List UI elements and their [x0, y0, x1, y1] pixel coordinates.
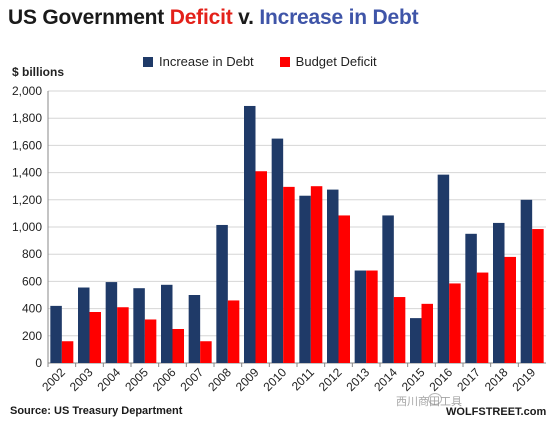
x-tick-label: 2016 — [427, 365, 456, 394]
y-tick-label: 1,000 — [12, 220, 42, 234]
bar-budget-deficit — [449, 283, 461, 363]
title-increase-in-debt: Increase in Debt — [259, 6, 419, 29]
y-tick-label: 800 — [22, 247, 42, 261]
bar-increase-in-debt — [216, 224, 228, 363]
bar-budget-deficit — [89, 312, 101, 363]
bar-budget-deficit — [61, 341, 74, 363]
y-tick-label: 400 — [22, 302, 42, 316]
bar-budget-deficit — [504, 256, 516, 363]
bar-increase-in-debt — [410, 318, 422, 363]
legend: Increase in Debt Budget Deficit — [143, 54, 403, 69]
x-tick-label: 2011 — [289, 365, 317, 393]
legend-swatch-deficit — [279, 56, 290, 67]
bar-increase-in-debt — [382, 215, 394, 363]
title-part-3: v. — [232, 6, 260, 29]
bar-increase-in-debt — [465, 233, 477, 363]
bar-increase-in-debt — [78, 287, 90, 363]
x-tick-label: 2004 — [95, 365, 124, 394]
x-tick-label: 2003 — [67, 365, 96, 394]
legend-label-deficit: Budget Deficit — [295, 54, 377, 69]
wolfstreet-watermark: WOLFSTREET.com — [446, 406, 547, 418]
y-tick-label: 1,400 — [12, 166, 42, 180]
bar-increase-in-debt — [327, 189, 339, 363]
bar-increase-in-debt — [299, 195, 311, 363]
bar-budget-deficit — [310, 186, 323, 363]
bar-increase-in-debt — [244, 105, 256, 364]
source-note: Source: US Treasury Department — [10, 405, 183, 417]
title-deficit: Deficit — [169, 6, 233, 29]
x-tick-label: 2007 — [178, 365, 207, 394]
legend-swatch-debt — [143, 56, 153, 67]
bar-budget-deficit — [393, 297, 406, 363]
y-tick-label: 1,800 — [12, 111, 42, 125]
bar-increase-in-debt — [133, 288, 145, 363]
x-tick-label: 2018 — [482, 365, 511, 394]
bar-budget-deficit — [144, 319, 157, 363]
x-tick-label: 2008 — [205, 365, 234, 394]
x-tick-label: 2009 — [233, 365, 262, 394]
y-tick-label: 600 — [22, 274, 42, 288]
bar-budget-deficit — [117, 307, 129, 363]
bar-budget-deficit — [255, 171, 267, 363]
bar-budget-deficit — [366, 270, 378, 363]
bar-increase-in-debt — [437, 174, 450, 363]
bar-increase-in-debt — [50, 305, 62, 363]
bar-budget-deficit — [227, 300, 240, 363]
y-axis-label: $ billions — [12, 65, 65, 79]
chart-title: US Government Deficit v. Increase in Deb… — [8, 6, 419, 30]
x-tick-label: 2019 — [510, 365, 539, 394]
x-tick-label: 2002 — [39, 365, 68, 394]
y-tick-label: 1,600 — [12, 138, 42, 152]
x-tick-label: 2017 — [454, 365, 483, 394]
bar-budget-deficit — [532, 229, 544, 363]
bar-budget-deficit — [476, 272, 489, 363]
bar-budget-deficit — [421, 303, 433, 363]
legend-label-debt: Increase in Debt — [159, 54, 254, 69]
legend-item-debt: Increase in Debt — [143, 54, 254, 69]
x-tick-label: 2006 — [150, 365, 179, 394]
bar-increase-in-debt — [271, 138, 284, 363]
x-tick-label: 2015 — [399, 365, 428, 394]
bar-budget-deficit — [283, 186, 295, 363]
x-tick-label: 2005 — [122, 365, 151, 394]
title-part-1: US Government — [8, 6, 170, 29]
legend-item-deficit: Budget Deficit — [279, 54, 377, 69]
bar-budget-deficit — [338, 215, 350, 363]
y-tick-label: 1,200 — [12, 193, 42, 207]
y-tick-label: 2,000 — [12, 84, 42, 98]
x-tick-label: 2012 — [316, 365, 345, 394]
bar-increase-in-debt — [493, 222, 505, 363]
bar-increase-in-debt — [188, 295, 201, 363]
credit-watermark: 西川商田工具 — [396, 396, 462, 408]
bar-increase-in-debt — [105, 282, 118, 363]
bar-budget-deficit — [200, 341, 212, 363]
x-tick-label: 2010 — [261, 365, 290, 394]
bar-budget-deficit — [172, 329, 184, 363]
x-tick-label: 2013 — [344, 365, 373, 394]
wechat-icon — [428, 393, 442, 405]
bar-increase-in-debt — [520, 199, 533, 363]
y-tick-label: 0 — [35, 356, 42, 370]
bar-increase-in-debt — [161, 284, 173, 363]
y-tick-label: 200 — [22, 329, 42, 343]
x-tick-label: 2014 — [371, 365, 400, 394]
bar-increase-in-debt — [354, 270, 367, 363]
